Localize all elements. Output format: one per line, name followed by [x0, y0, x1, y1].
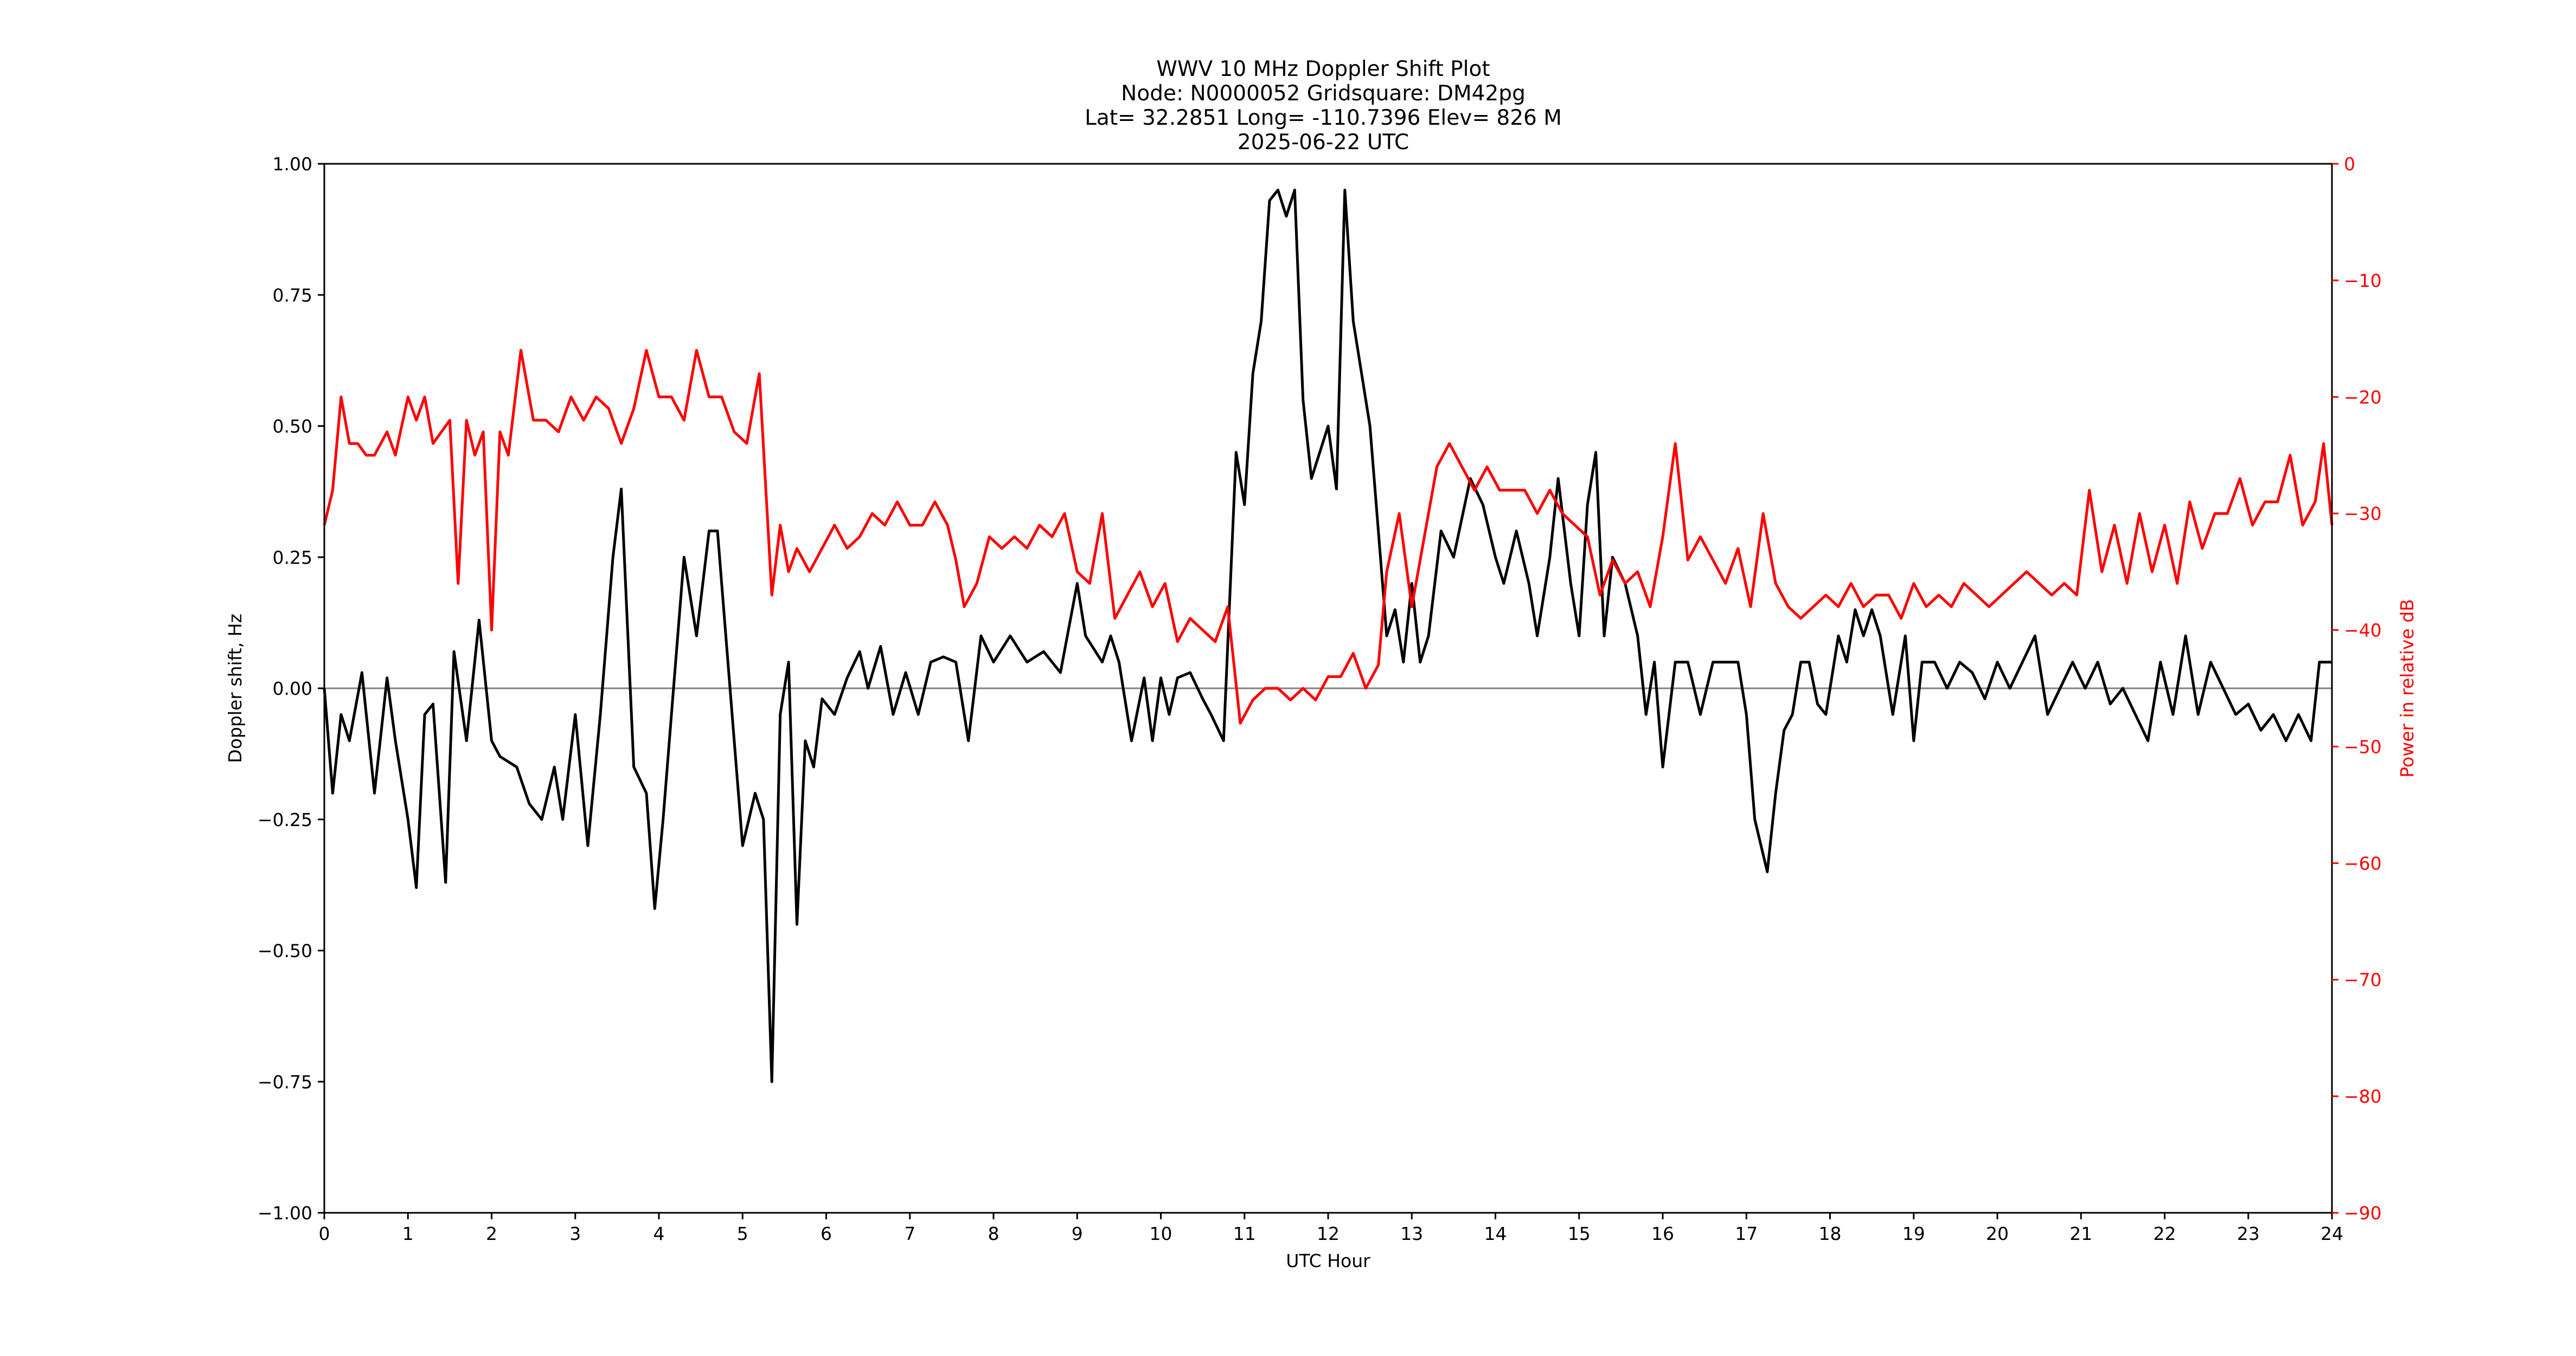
x-tick-label: 24 [2321, 1223, 2343, 1244]
title-line-1: WWV 10 MHz Doppler Shift Plot [1156, 57, 1490, 81]
left-axis-label: Doppler shift, Hz [225, 613, 246, 763]
right-axis-ticks: −90 −80 −70 −60 −50 −40 −30 −20 −10 0 [2332, 153, 2382, 1224]
left-tick-label: −0.25 [258, 809, 312, 830]
right-tick-label: 0 [2344, 153, 2355, 175]
right-tick-label: −60 [2344, 853, 2382, 874]
x-tick-label: 0 [319, 1223, 330, 1244]
left-tick-label: 0.00 [273, 678, 312, 699]
x-tick-label: 14 [1484, 1223, 1507, 1244]
x-tick-label: 11 [1233, 1223, 1256, 1244]
x-tick-label: 6 [821, 1223, 832, 1244]
x-tick-label: 4 [653, 1223, 665, 1244]
right-tick-label: −10 [2344, 270, 2382, 291]
x-tick-label: 2 [486, 1223, 497, 1244]
left-tick-label: −0.75 [258, 1071, 312, 1092]
chart-title: WWV 10 MHz Doppler Shift Plot Node: N000… [1085, 57, 1562, 155]
right-tick-label: −20 [2344, 387, 2382, 408]
left-tick-label: 0.75 [273, 285, 312, 306]
x-tick-label: 16 [1651, 1223, 1674, 1244]
x-tick-label: 12 [1317, 1223, 1340, 1244]
right-tick-label: −90 [2344, 1203, 2382, 1224]
x-tick-label: 17 [1735, 1223, 1758, 1244]
series-layer [323, 188, 2334, 1083]
x-tick-label: 5 [737, 1223, 748, 1244]
right-tick-label: −50 [2344, 736, 2382, 757]
x-axis-ticks: 0 1 2 3 4 5 6 7 8 9 10 11 12 13 14 15 16 17 18 19 20 21 22 23 24 [319, 1213, 2343, 1244]
right-tick-label: −80 [2344, 1086, 2382, 1107]
left-tick-label: −1.00 [258, 1203, 312, 1224]
title-line-4: 2025-06-22 UTC [1238, 130, 1409, 155]
doppler-shift-series [323, 188, 2332, 1083]
left-tick-label: 0.50 [273, 416, 312, 437]
x-tick-label: 3 [569, 1223, 581, 1244]
x-tick-label: 7 [904, 1223, 915, 1244]
x-tick-label: 20 [1986, 1223, 2009, 1244]
x-tick-label: 10 [1150, 1223, 1172, 1244]
x-tick-label: 13 [1400, 1223, 1423, 1244]
x-tick-label: 22 [2154, 1223, 2176, 1244]
right-axis-label: Power in relative dB [2396, 599, 2418, 777]
power-series [323, 349, 2334, 725]
x-tick-label: 9 [1072, 1223, 1083, 1244]
right-tick-label: −30 [2344, 503, 2382, 525]
x-tick-label: 8 [988, 1223, 999, 1244]
left-axis-ticks: −1.00 −0.75 −0.50 −0.25 0.00 0.25 0.50 0.75 1.00 [258, 153, 324, 1224]
x-axis-label: UTC Hour [1286, 1250, 1370, 1271]
left-tick-label: 1.00 [273, 153, 312, 175]
left-tick-label: −0.50 [258, 941, 312, 962]
title-line-3: Lat= 32.2851 Long= -110.7396 Elev= 826 M [1085, 106, 1562, 130]
x-tick-label: 23 [2237, 1223, 2260, 1244]
title-line-2: Node: N0000052 Gridsquare: DM42pg [1121, 81, 1526, 106]
x-tick-label: 15 [1568, 1223, 1591, 1244]
x-tick-label: 19 [1902, 1223, 1925, 1244]
x-tick-label: 1 [402, 1223, 414, 1244]
right-tick-label: −40 [2344, 620, 2382, 641]
right-tick-label: −70 [2344, 969, 2382, 990]
x-tick-label: 18 [1819, 1223, 1842, 1244]
x-tick-label: 21 [2069, 1223, 2092, 1244]
left-tick-label: 0.25 [273, 547, 312, 568]
